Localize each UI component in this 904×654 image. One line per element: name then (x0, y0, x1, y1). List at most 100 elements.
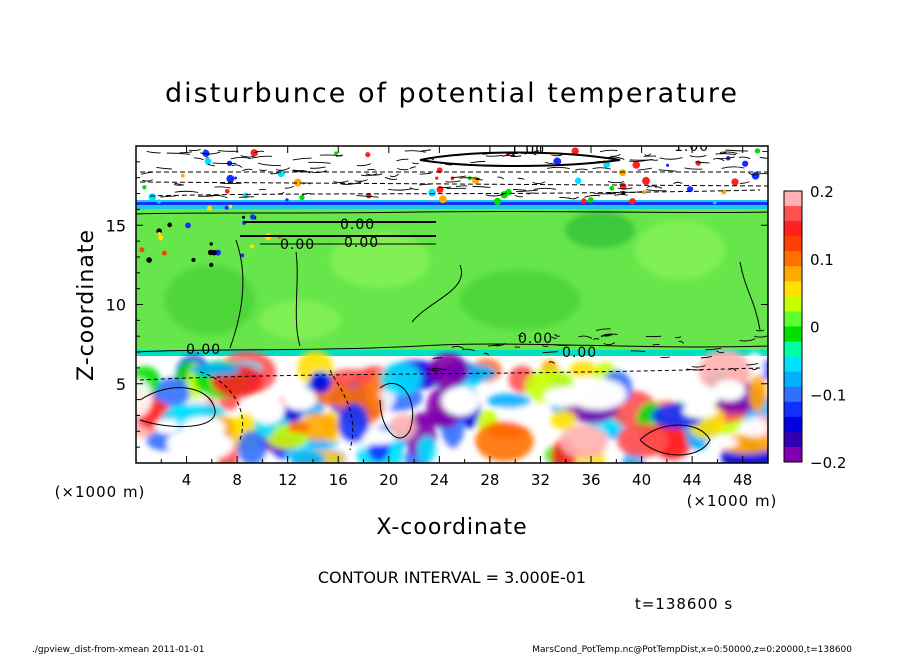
contour-squiggle (156, 167, 172, 170)
colorbar-swatch (784, 206, 802, 222)
colorbar-swatch (784, 251, 802, 267)
field-blob (679, 385, 720, 409)
contour-squiggle (584, 195, 601, 198)
contour-squiggle (593, 338, 600, 341)
contour-squiggle (739, 338, 756, 342)
field-blob (487, 393, 531, 409)
contour-squiggle (174, 190, 199, 193)
field-speck (731, 178, 739, 186)
contour-squiggle (475, 178, 483, 181)
field-speck (204, 157, 212, 165)
contour-squiggle (198, 194, 220, 197)
y-tick-label: 15 (106, 216, 126, 235)
contour-squiggle (512, 188, 527, 191)
contour-squiggle (200, 151, 221, 155)
contour-squiggle (470, 160, 486, 164)
field-speck (721, 189, 727, 195)
field-speck (167, 222, 172, 228)
field-blob (441, 386, 480, 416)
contour-squiggle (507, 153, 516, 157)
contour-squiggle (239, 196, 254, 198)
field-blob (152, 377, 191, 407)
contour-squiggle (160, 195, 176, 198)
contour-label: 1.00 (510, 142, 545, 158)
field-speck (587, 197, 594, 203)
field-blob (617, 423, 669, 458)
field-speck (574, 177, 582, 185)
colorbar-frame (783, 190, 803, 463)
field-speck (428, 188, 437, 197)
contour-squiggle (673, 181, 683, 185)
colorbar-swatch (784, 311, 802, 327)
contour-squiggle (472, 185, 491, 188)
field-speck (161, 250, 167, 256)
colorbar-swatch (784, 431, 802, 448)
colorbar-swatch (784, 266, 802, 282)
plot-area: 0.00 0.00 0.00 0.00 0.00 0.00 1.00 1.00 (136, 139, 768, 463)
contour-squiggle (146, 150, 161, 154)
contour-squiggle (548, 361, 555, 364)
field-blob (380, 362, 422, 396)
field-speck (632, 161, 641, 169)
contour-squiggle (554, 334, 560, 337)
contour-label: 0.00 (340, 217, 375, 233)
time-text: t=138600 s (635, 595, 733, 613)
contour-squiggle (740, 181, 750, 185)
field-blob (287, 420, 310, 434)
contour-squiggle (231, 164, 243, 168)
field-blob (713, 380, 746, 401)
colorbar-swatch (784, 446, 802, 463)
contour-squiggle (230, 156, 252, 160)
field-layer-lower-edge (136, 350, 768, 356)
field-layer-top-edge (136, 202, 768, 205)
x-axis-unit: (×1000 m) (687, 492, 778, 510)
field-speck (228, 204, 233, 209)
contour-squiggle (705, 347, 722, 351)
contour-squiggle (755, 329, 765, 332)
contour-label: 1.00 (674, 139, 709, 155)
field-speck (742, 160, 749, 167)
field-blob (550, 409, 577, 430)
colorbar (784, 191, 802, 463)
contour-squiggle (601, 334, 611, 337)
chart-title: disturbunce of potential temperature (165, 78, 739, 109)
contour-squiggle (284, 185, 294, 189)
x-tick-label: 32 (531, 471, 550, 489)
contour-squiggle (258, 188, 266, 191)
field-speck (581, 198, 587, 204)
colorbar-swatch (784, 341, 802, 358)
field-speck (139, 247, 145, 253)
field-speck (686, 186, 694, 193)
field-blob (136, 378, 153, 418)
contour-squiggle (517, 177, 525, 180)
field-speck (180, 173, 185, 178)
field-blob (290, 450, 326, 463)
contour-squiggle (629, 159, 652, 162)
field-speck (250, 214, 256, 220)
contour-squiggle (675, 336, 682, 339)
contour-squiggle (614, 194, 628, 196)
contour-squiggle (721, 166, 745, 169)
field-speck (250, 244, 255, 249)
field-speck (209, 242, 213, 246)
field-blob (237, 430, 267, 463)
contour-squiggle (545, 162, 554, 165)
contour-label: 0.00 (280, 237, 315, 253)
contour-squiggle (485, 193, 506, 197)
field-speck (299, 194, 305, 201)
field-blob (559, 424, 609, 459)
field-patches (165, 212, 725, 340)
field-speck (157, 231, 162, 237)
y-axis-label: Z-coordinate (74, 229, 99, 381)
contour-squiggle (725, 149, 749, 152)
x-tick-label: 48 (733, 471, 752, 489)
contour-squiggle (335, 154, 344, 157)
field-blob (748, 374, 767, 412)
contour-squiggle (483, 352, 489, 356)
colorbar-swatch (784, 221, 802, 237)
contour-squiggle (532, 181, 546, 185)
x-axis-label: X-coordinate (376, 515, 527, 540)
contour-squiggle (658, 169, 677, 172)
contour-squiggle (254, 150, 265, 154)
contour-squiggle (497, 176, 505, 180)
